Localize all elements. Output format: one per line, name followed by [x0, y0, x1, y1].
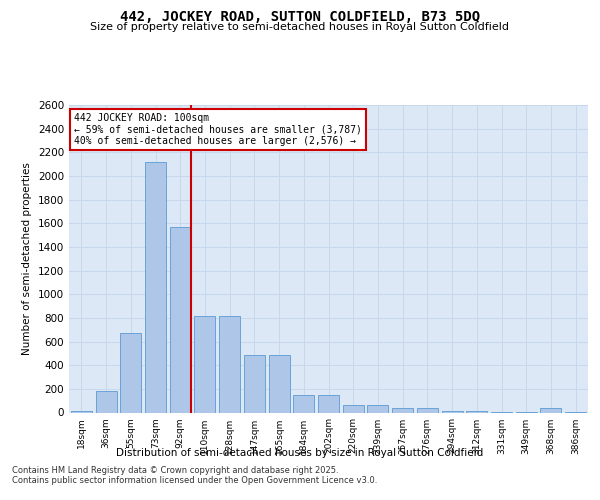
Bar: [343, 406, 364, 412]
Bar: [318, 395, 339, 412]
Bar: [417, 408, 438, 412]
Text: 442 JOCKEY ROAD: 100sqm
← 59% of semi-detached houses are smaller (3,787)
40% of: 442 JOCKEY ROAD: 100sqm ← 59% of semi-de…: [74, 112, 362, 146]
Text: Distribution of semi-detached houses by size in Royal Sutton Coldfield: Distribution of semi-detached houses by …: [116, 448, 484, 458]
Bar: [145, 162, 166, 412]
Y-axis label: Number of semi-detached properties: Number of semi-detached properties: [22, 162, 32, 355]
Bar: [244, 354, 265, 412]
Bar: [194, 316, 215, 412]
Bar: [219, 316, 240, 412]
Bar: [95, 390, 116, 412]
Bar: [392, 408, 413, 412]
Text: 442, JOCKEY ROAD, SUTTON COLDFIELD, B73 5DQ: 442, JOCKEY ROAD, SUTTON COLDFIELD, B73 …: [120, 10, 480, 24]
Bar: [293, 395, 314, 412]
Bar: [269, 354, 290, 412]
Bar: [120, 334, 141, 412]
Text: Size of property relative to semi-detached houses in Royal Sutton Coldfield: Size of property relative to semi-detach…: [91, 22, 509, 32]
Text: Contains public sector information licensed under the Open Government Licence v3: Contains public sector information licen…: [12, 476, 377, 485]
Bar: [541, 408, 562, 412]
Bar: [170, 227, 191, 412]
Bar: [71, 410, 92, 412]
Bar: [367, 406, 388, 412]
Text: Contains HM Land Registry data © Crown copyright and database right 2025.: Contains HM Land Registry data © Crown c…: [12, 466, 338, 475]
